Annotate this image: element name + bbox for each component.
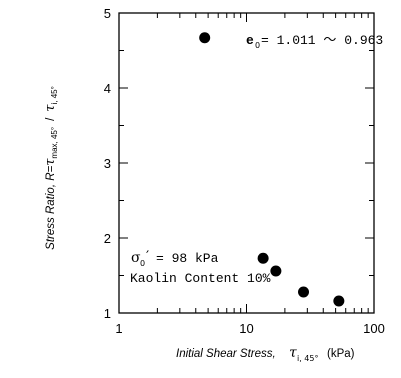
y-tick-label: 1 (104, 306, 111, 321)
sigma-symbol: σ (131, 250, 141, 266)
sigma-subscript: 0 (140, 259, 145, 268)
svg-text:Stress Ratio, R=τmax, 45°/τi,: Stress Ratio, R=τmax, 45°/τi, 45° (43, 86, 59, 250)
x-tick-label: 1 (115, 321, 122, 336)
y-axis-tau-max-subscript: max, 45° (50, 127, 59, 159)
x-axis-label-prefix: Initial Shear Stress, (176, 348, 276, 360)
void-ratio-text: = 1.011 ～ 0.963 (261, 33, 383, 48)
void-ratio-symbol: e (246, 33, 254, 48)
x-tick-label: 10 (239, 321, 253, 336)
kaolin-content-annotation: Kaolin Content 10% (130, 271, 271, 286)
x-tick-label: 100 (363, 321, 385, 336)
y-tick-label: 2 (104, 231, 111, 246)
plot-frame (118, 12, 375, 314)
sigma-prime: ′ (146, 249, 149, 265)
y-axis-slash: / (45, 117, 57, 121)
void-ratio-annotation: e 0 = 1.011 ～ 0.963 (246, 33, 383, 50)
x-axis-label: Initial Shear Stress, τ i, 45° (kPa) (176, 345, 355, 363)
data-point (257, 252, 269, 264)
data-points (199, 32, 345, 307)
data-point (333, 295, 345, 307)
void-ratio-subscript: 0 (255, 41, 260, 50)
y-axis-tau-i-symbol: τ (43, 104, 58, 112)
confining-stress-annotation: σ 0 ′ = 98 kPa (131, 249, 219, 268)
x-axis-tau-symbol: τ (289, 345, 297, 361)
data-point (199, 32, 211, 44)
y-axis-label: Stress Ratio, R=τmax, 45°/τi, 45° (43, 86, 59, 250)
tick-marks (118, 12, 375, 314)
y-tick-label: 5 (104, 6, 111, 21)
x-axis-unit: (kPa) (327, 348, 355, 360)
y-tick-label: 4 (104, 81, 111, 96)
tick-labels: 1 10 100 1 2 3 4 5 (104, 6, 385, 336)
sigma-text: = 98 kPa (156, 251, 219, 266)
y-axis-tau-max-symbol: τ (43, 158, 58, 166)
data-point (270, 265, 282, 277)
y-axis-tau-i-subscript: i, 45° (50, 86, 59, 104)
data-point (298, 286, 310, 298)
y-tick-label: 3 (104, 156, 111, 171)
x-axis-tau-subscript: i, 45° (297, 354, 319, 363)
y-axis-label-prefix: Stress Ratio, R= (45, 165, 57, 249)
